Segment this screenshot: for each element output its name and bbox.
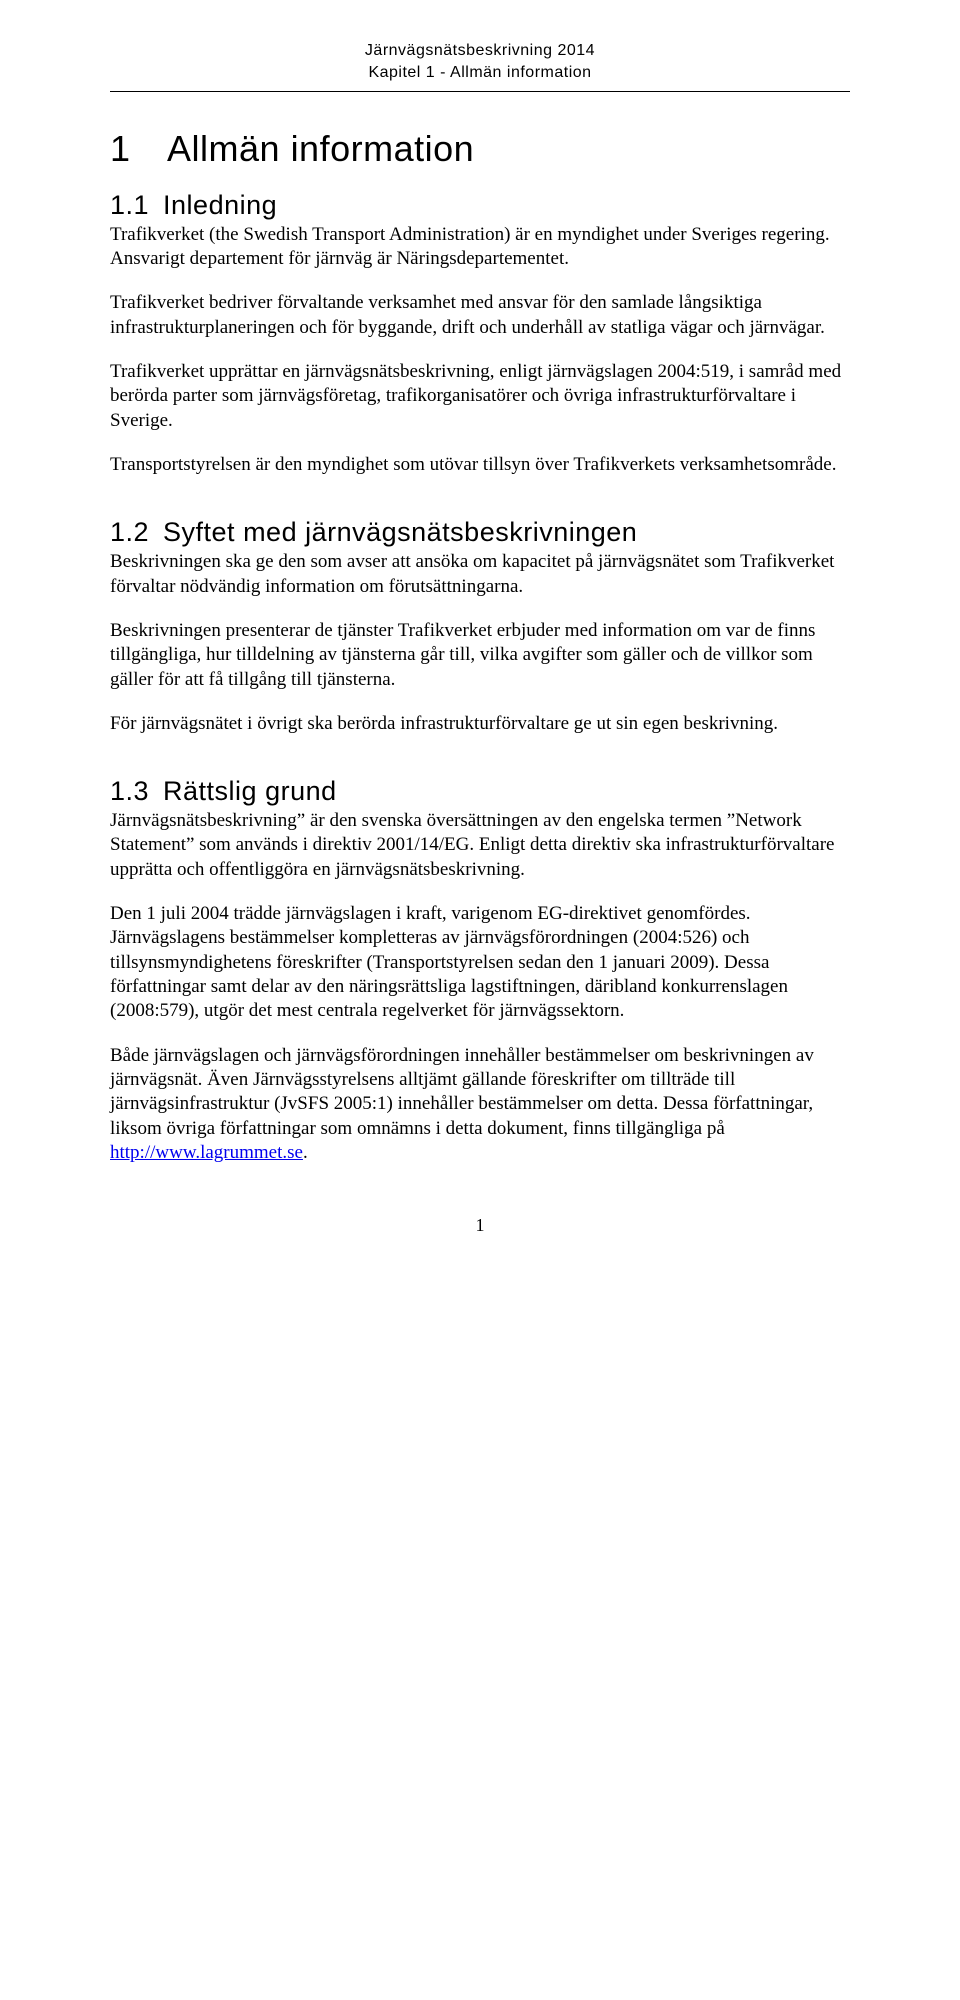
document-page: Järnvägsnätsbeskrivning 2014 Kapitel 1 -…	[0, 0, 960, 1266]
section-1-3-p3-pre: Både järnvägslagen och järnvägsförordnin…	[110, 1045, 814, 1139]
section-1-3-p3-post: .	[303, 1142, 308, 1163]
section-1-2-p1: Beskrivningen ska ge den som avser att a…	[110, 550, 850, 599]
section-1-1-p1: Trafikverket (the Swedish Transport Admi…	[110, 223, 850, 272]
section-1-3-title: 1.3 Rättslig grund	[110, 776, 850, 807]
section-1-3-p2: Den 1 juli 2004 trädde järnvägslagen i k…	[110, 902, 850, 1024]
section-1-2-p2: Beskrivningen presenterar de tjänster Tr…	[110, 619, 850, 692]
section-1-1-title: 1.1 Inledning	[110, 190, 850, 221]
section-1-3-p3: Både järnvägslagen och järnvägsförordnin…	[110, 1044, 850, 1166]
page-number: 1	[110, 1215, 850, 1236]
section-1-3-p1: Järnvägsnätsbeskrivning” är den svenska …	[110, 809, 850, 882]
header-line-2: Kapitel 1 - Allmän information	[110, 62, 850, 84]
lagrummet-link[interactable]: http://www.lagrummet.se	[110, 1142, 303, 1163]
header-line-1: Järnvägsnätsbeskrivning 2014	[110, 40, 850, 62]
section-1-1-p2: Trafikverket bedriver förvaltande verksa…	[110, 291, 850, 340]
header-divider	[110, 91, 850, 92]
chapter-title: 1 Allmän information	[110, 128, 850, 170]
running-header: Järnvägsnätsbeskrivning 2014 Kapitel 1 -…	[110, 40, 850, 85]
section-1-2-p3: För järnvägsnätet i övrigt ska berörda i…	[110, 712, 850, 736]
section-1-2-title: 1.2 Syftet med järnvägsnätsbeskrivningen	[110, 517, 850, 548]
section-1-1-p4: Transportstyrelsen är den myndighet som …	[110, 453, 850, 477]
section-1-1-p3: Trafikverket upprättar en järnvägsnätsbe…	[110, 360, 850, 433]
